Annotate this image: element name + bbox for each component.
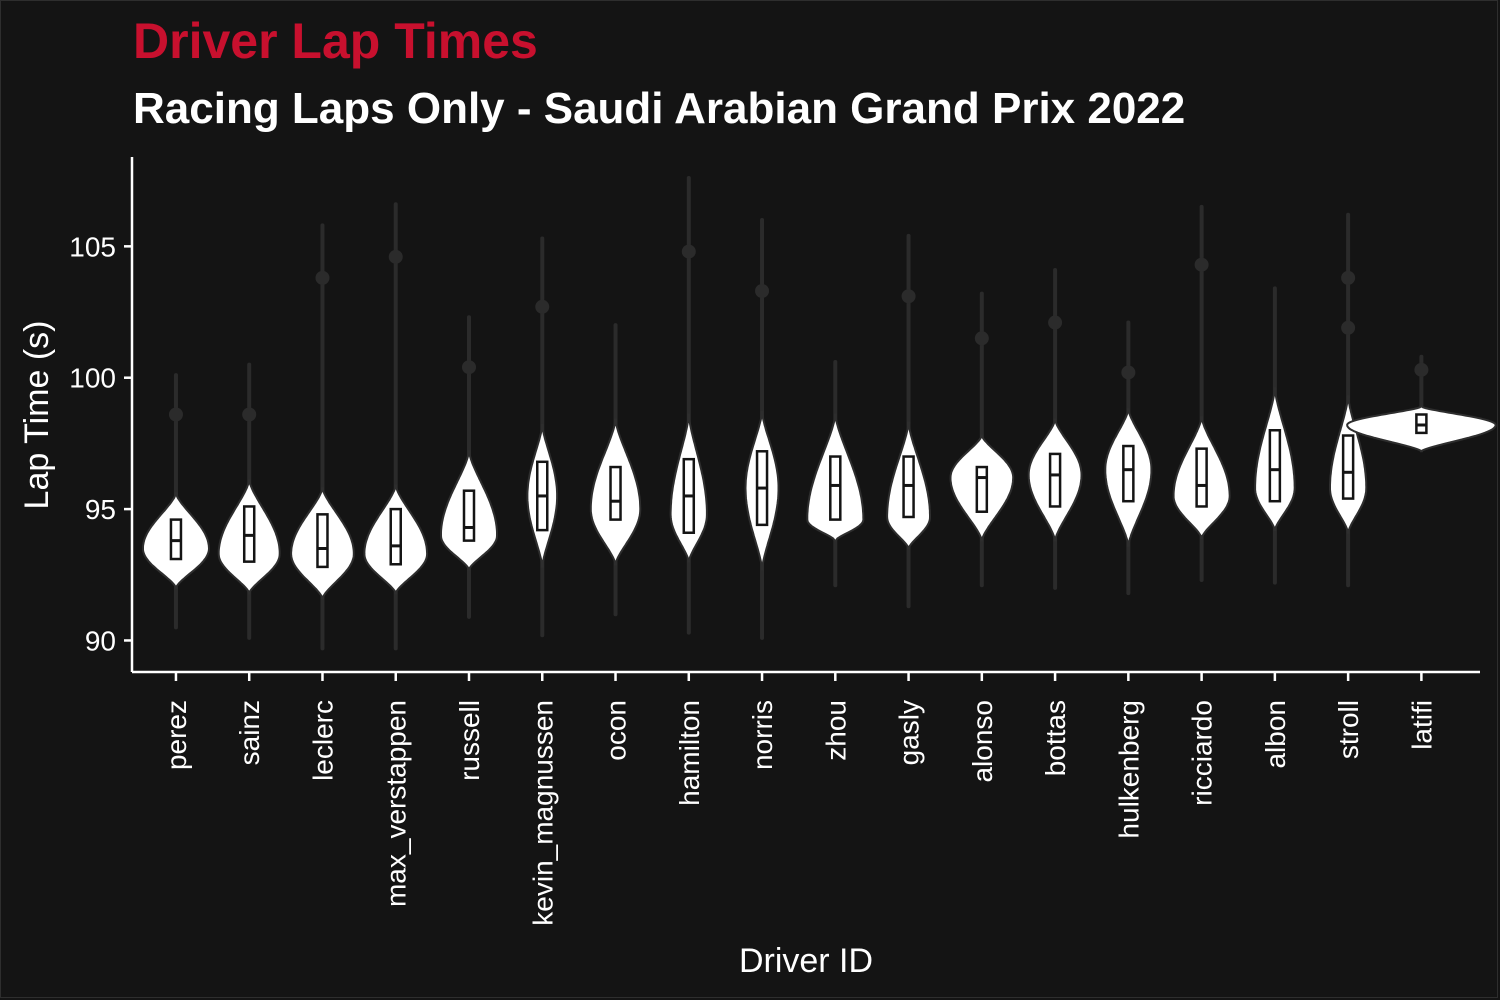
outlier-point [535,299,550,314]
outlier-point [974,331,989,346]
driver-group-leclerc [290,223,355,651]
chart-subtitle: Racing Laps Only - Saudi Arabian Grand P… [133,84,1186,133]
driver-group-kevin_magnussen [526,236,559,638]
outlier-point [1048,315,1063,330]
driver-group-bottas [1027,267,1083,590]
driver-group-albon [1254,286,1296,585]
x-tick-label: alonso [967,700,998,783]
iqr-box [609,465,622,521]
driver-group-stroll [1329,212,1368,588]
iqr-box [316,513,329,569]
plot-marks [142,176,1497,651]
x-tick-label: ricciardo [1187,700,1218,806]
x-tick-label: latifi [1406,700,1437,750]
x-tick-label: norris [747,700,778,770]
x-tick-label: max_verstappen [381,700,412,907]
y-tick-label: 95 [85,494,116,525]
x-axis-label: Driver ID [739,942,873,980]
outlier-point [1341,270,1356,285]
x-tick-label: sainz [234,700,265,765]
iqr-box [389,507,402,566]
iqr-box [462,489,476,542]
outlier-point [901,289,916,304]
driver-group-alonso [949,291,1015,588]
x-axis: perez sainz leclerc max_verstappen russell ke… [132,670,1480,926]
driver-group-perez [142,373,211,630]
x-tick-label: gasly [894,700,925,765]
driver-group-russell [440,315,498,619]
x-tick-label: bottas [1040,700,1071,776]
y-tick-label: 90 [85,625,116,656]
driver-group-ricciardo [1172,204,1231,583]
driver-group-max_verstappen [363,202,429,651]
iqr-box [1268,429,1282,503]
x-tick-label: russell [454,700,485,781]
x-tick-label: albon [1260,700,1291,769]
outlier-point [1121,365,1136,380]
driver-group-zhou [806,359,865,588]
y-tick-label: 100 [69,363,116,394]
iqr-box [1195,447,1208,508]
driver-group-hamilton [669,176,708,635]
driver-group-latifi [1346,354,1497,453]
outlier-point [388,249,403,264]
outlier-point [755,284,770,299]
y-axis: 90 95 100 105 [69,157,134,672]
outlier-point [681,244,696,259]
x-tick-label: kevin_magnussen [527,700,558,926]
driver-group-sainz [217,362,281,640]
iqr-box [829,455,842,521]
chart-title: Driver Lap Times [133,13,538,69]
outlier-point [462,360,476,375]
driver-group-gasly [886,233,931,609]
x-tick-label: stroll [1333,700,1364,759]
iqr-box [1341,434,1355,500]
iqr-box [975,465,989,513]
y-axis-label: Lap Time (s) [18,321,56,510]
driver-group-hulkenberg [1104,320,1153,596]
outlier-point [315,270,330,285]
outlier-point [1341,320,1356,335]
outlier-point [1414,362,1429,377]
x-tick-label: ocon [601,700,632,761]
driver-group-norris [744,218,780,640]
outlier-point [1194,257,1209,272]
y-tick-label: 105 [69,231,116,262]
x-tick-label: hamilton [674,700,705,806]
iqr-box [1048,452,1062,508]
driver-group-ocon [589,323,642,617]
outlier-point [168,407,183,422]
iqr-box [1122,444,1135,503]
x-tick-label: leclerc [307,700,338,781]
outlier-point [242,407,257,422]
x-tick-label: hulkenberg [1113,700,1144,839]
x-tick-label: zhou [820,700,851,761]
x-tick-label: perez [161,700,192,770]
